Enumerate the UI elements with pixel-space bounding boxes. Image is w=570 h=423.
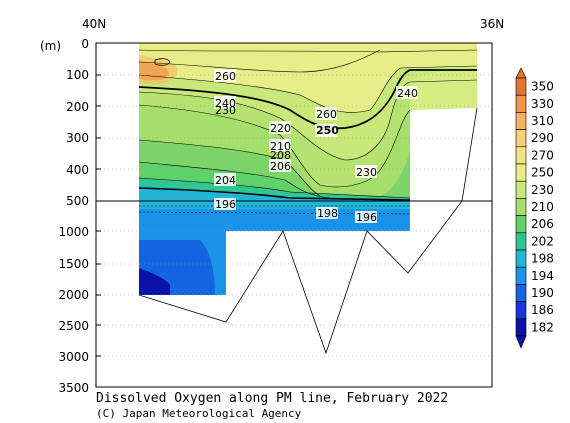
colorbar-level-label: 194: [531, 269, 554, 283]
contour-label: 240: [397, 87, 418, 100]
colorbar-segment: [515, 94, 527, 113]
contour-label: 220: [270, 122, 291, 135]
top-label-40N: 40N: [82, 17, 106, 31]
y-ticks-lower: 1000 1500 2000 2500 3000 3500: [58, 225, 89, 395]
contour-label: 208: [270, 149, 291, 162]
colorbar-level-label: 330: [531, 97, 554, 111]
contour-label: 240: [215, 97, 236, 110]
colorbar-level-label: 198: [531, 252, 554, 266]
y-tick: 1000: [58, 225, 89, 239]
colorbar-level-label: 290: [531, 131, 554, 145]
contour-label: 250: [316, 124, 339, 137]
colorbar-level-label: 230: [531, 183, 554, 197]
colorbar-level-label: 186: [531, 303, 554, 317]
colorbar-segment: [515, 215, 527, 234]
y-tick-marks: [96, 42, 101, 357]
contour-label: 260: [316, 108, 337, 121]
contour-label: 198: [317, 207, 338, 220]
y-tick: 3000: [58, 350, 89, 364]
colorbar-segment: [515, 266, 527, 285]
colorbar-segment: [515, 112, 527, 130]
y-tick: 200: [66, 100, 89, 114]
colorbar-segment: [515, 129, 527, 148]
y-tick: 1500: [58, 257, 89, 271]
colorbar-segment: [515, 318, 527, 337]
y-tick: 0: [81, 37, 89, 51]
credit-text: (C) Japan Meteorological Agency: [96, 407, 302, 420]
top-label-36N: 36N: [480, 17, 504, 31]
contour-label: 204: [215, 174, 236, 187]
colorbar-level-label: 270: [531, 148, 554, 162]
contour-label: 260: [215, 70, 236, 83]
colorbar-segment: [515, 146, 527, 165]
colorbar-level-label: 206: [531, 217, 554, 231]
colorbar-segment: [515, 301, 527, 320]
colorbar-segment: [515, 163, 527, 182]
upper-contour-lines: [138, 49, 478, 199]
contour-label: 196: [356, 211, 377, 224]
y-tick: 100: [66, 68, 89, 82]
colorbar-level-label: 190: [531, 286, 554, 300]
contour-250-bold: [138, 69, 477, 130]
y-tick: 300: [66, 131, 89, 145]
y-ticks-upper: 0 100 200 300 400 500: [66, 37, 89, 208]
colorbar-level-label: 250: [531, 166, 554, 180]
upper-panel-fill: [139, 43, 477, 201]
y-tick: 400: [66, 163, 89, 177]
colorbar-level-label: 210: [531, 200, 554, 214]
contour-label: 196: [215, 198, 236, 211]
y-tick: 2000: [58, 288, 89, 302]
contour-label: 206: [270, 160, 291, 173]
colorbar-segment: [515, 284, 527, 302]
colorbar-top-arrow: [515, 67, 527, 79]
bottom-topography-line: [138, 107, 478, 355]
colorbar-level-label: 202: [531, 234, 554, 248]
colorbar-level-label: 350: [531, 80, 554, 94]
y-tick: 3500: [58, 381, 89, 395]
contour-labels: 260 240 230 260 250 220 210 206 208 230 …: [214, 69, 418, 224]
colorbar-segment: [515, 198, 527, 216]
colorbar-segment: [515, 77, 527, 96]
contour-label: 230: [356, 166, 377, 179]
colorbar-level-label: 182: [531, 320, 554, 334]
plot-frame: [95, 42, 493, 388]
chart-title: Dissolved Oxygen along PM line, February…: [96, 391, 448, 406]
colorbar-level-label: 310: [531, 114, 554, 128]
y-axis-label: (m): [40, 39, 61, 53]
y-tick: 2500: [58, 319, 89, 333]
contour-196-bold: [138, 187, 411, 201]
colorbar-bottom-arrow: [515, 335, 527, 349]
colorbar-segment: [515, 180, 527, 199]
colorbar: 350 330 310 290 270 250 230 210 206 202 198 194 190 1…: [515, 67, 554, 349]
contour-label: 230: [215, 104, 236, 117]
colorbar-segment: [515, 249, 527, 268]
contour-label: 210: [270, 140, 291, 153]
y-tick: 500: [66, 194, 89, 208]
colorbar-segment: [515, 232, 527, 251]
